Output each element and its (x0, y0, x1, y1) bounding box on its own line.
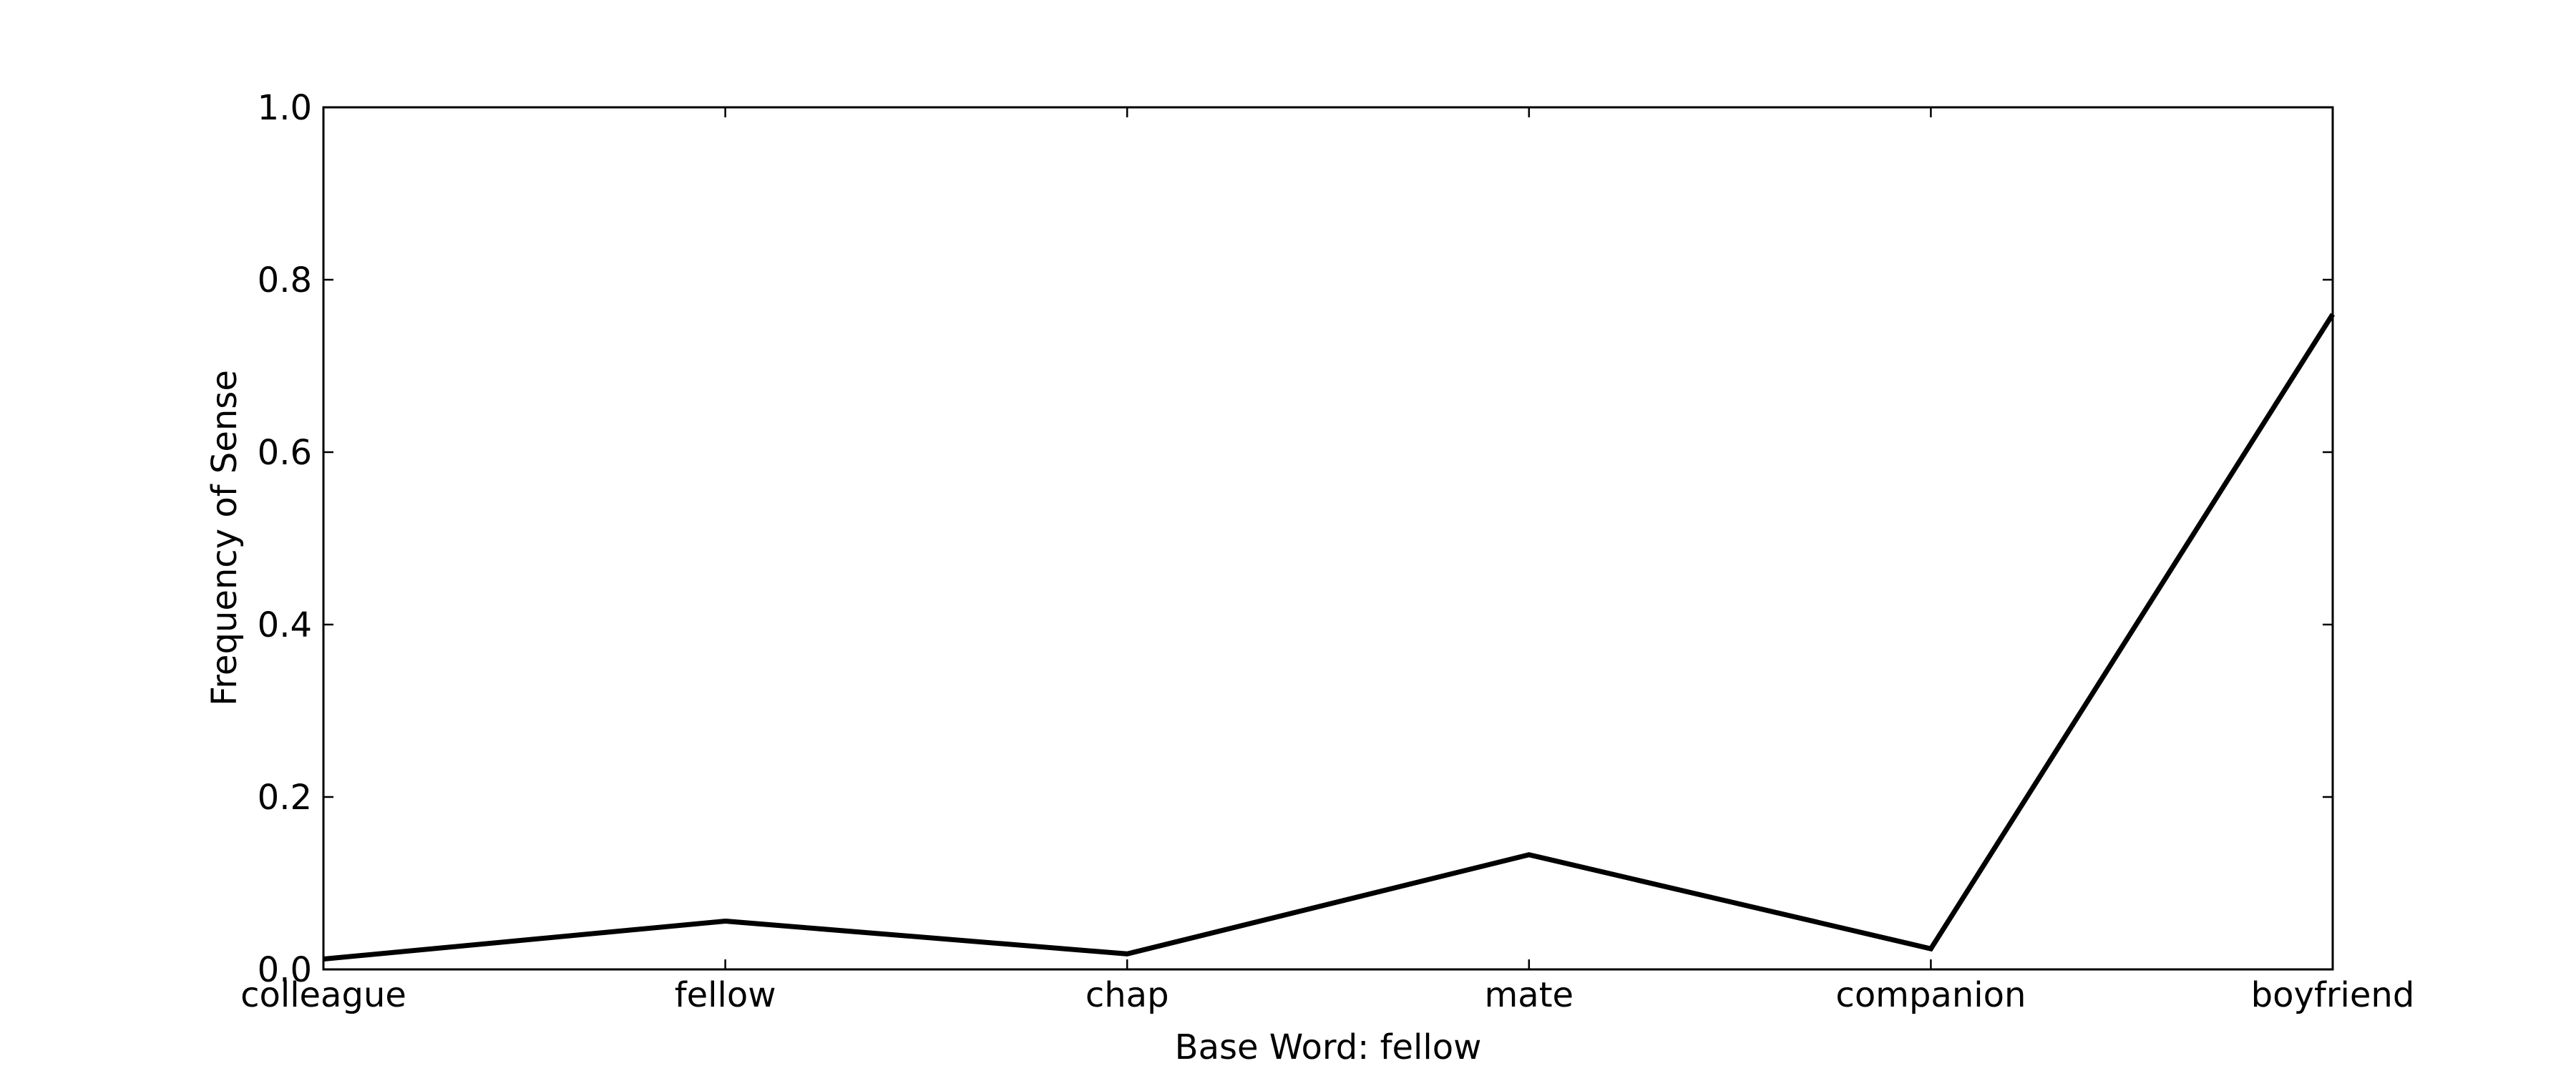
y-tick-label: 0.0 (258, 950, 312, 990)
x-tick-label: colleague (240, 975, 406, 1015)
plot-area: 0.0 0.2 0.4 0.6 0.8 1.0 colleague fellow chap mat… (240, 88, 2414, 1015)
y-tick-label: 0.6 (258, 433, 312, 473)
x-tick-label: fellow (675, 975, 776, 1015)
y-tick-label: 0.4 (258, 605, 312, 645)
y-tick-label: 0.8 (258, 260, 312, 300)
plot-frame (322, 106, 2334, 971)
y-tick-label: 0.2 (258, 778, 312, 818)
series-line (323, 313, 2335, 962)
x-tick-label: mate (1485, 975, 1574, 1015)
y-tick-label: 1.0 (258, 88, 312, 128)
x-tick-label: companion (1835, 975, 2026, 1015)
x-tick-label: chap (1085, 975, 1169, 1015)
x-axis-label: Base Word: fellow (1175, 1027, 1482, 1067)
y-axis-label: Frequency of Sense (205, 370, 245, 706)
x-tick-label: boyfriend (2251, 975, 2415, 1015)
